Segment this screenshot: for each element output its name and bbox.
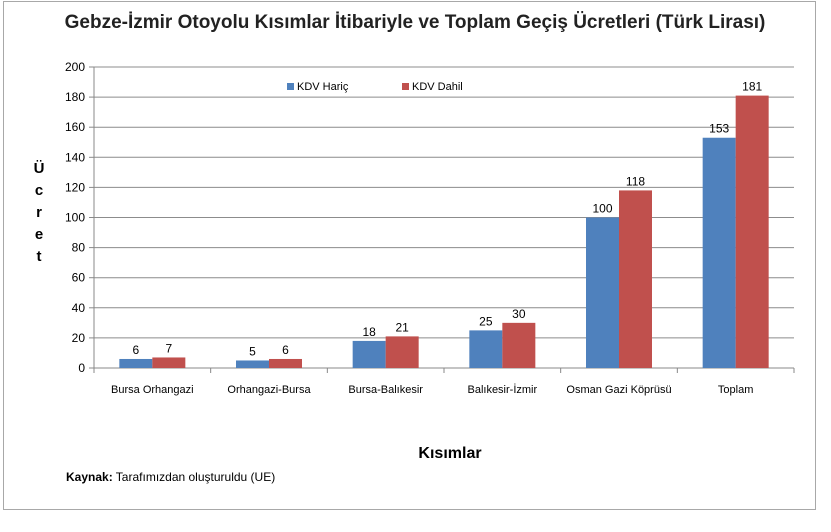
bar: [119, 358, 153, 368]
y-axis-label-letter: r: [36, 204, 42, 221]
x-tick-label: Bursa Orhangazi: [111, 384, 194, 396]
legend-swatch: [402, 83, 409, 90]
chart-title: Gebze-İzmir Otoyolu Kısımlar İtibariyle …: [64, 12, 766, 33]
source-text: Tarafımızdan oluşturuldu (UE): [112, 470, 276, 484]
legend-label: KDV Hariç: [297, 81, 349, 93]
bar: [502, 322, 536, 368]
source-label: Kaynak:: [66, 470, 113, 484]
x-tick-label: Osman Gazi Köprüsü: [566, 384, 671, 396]
bar: [152, 357, 186, 368]
y-tick-label: 20: [72, 331, 86, 345]
data-label: 100: [592, 202, 612, 216]
chart-frame: [3, 1, 816, 510]
bar: [352, 340, 386, 368]
bar: [385, 336, 419, 368]
y-tick-label: 0: [78, 361, 85, 375]
data-label: 153: [709, 122, 729, 136]
y-axis-label-letter: Ü: [33, 160, 45, 177]
legend-swatch: [287, 83, 294, 90]
data-label: 181: [742, 80, 762, 94]
x-tick-label: Balıkesir-İzmir: [467, 383, 537, 396]
data-label: 118: [626, 174, 645, 188]
y-tick-label: 40: [72, 301, 86, 315]
y-tick-label: 100: [65, 211, 85, 225]
y-tick-label: 80: [72, 241, 86, 255]
y-tick-label: 140: [65, 150, 85, 164]
y-tick-label: 160: [65, 120, 85, 134]
bar: [702, 137, 736, 368]
bar: [735, 95, 769, 368]
y-tick-label: 200: [65, 60, 85, 74]
data-label: 7: [165, 341, 172, 355]
bar: [469, 330, 503, 368]
bar: [586, 217, 619, 368]
y-tick-label: 180: [65, 90, 85, 104]
legend-label: KDV Dahil: [412, 81, 463, 93]
y-axis-label-letter: c: [34, 182, 44, 199]
x-tick-label: Bursa-Balıkesir: [348, 384, 423, 396]
data-label: 21: [395, 320, 409, 334]
data-label: 5: [249, 344, 256, 358]
bar: [619, 190, 652, 368]
bar: [236, 360, 269, 368]
bar: [269, 358, 302, 368]
x-tick-label: Toplam: [718, 384, 753, 396]
source-note: Kaynak: Tarafımızdan oluşturuldu (UE): [66, 470, 275, 484]
y-axis-label-letter: t: [36, 248, 42, 265]
data-label: 6: [282, 343, 289, 357]
y-axis-label-letter: e: [34, 226, 44, 243]
x-tick-label: Orhangazi-Bursa: [227, 384, 311, 396]
y-tick-label: 120: [65, 180, 85, 194]
y-tick-label: 60: [72, 271, 86, 285]
data-label: 25: [479, 314, 493, 328]
data-label: 6: [132, 343, 139, 357]
data-label: 30: [512, 307, 526, 321]
x-axis-label: Kısımlar: [418, 445, 482, 462]
data-label: 18: [362, 325, 376, 339]
